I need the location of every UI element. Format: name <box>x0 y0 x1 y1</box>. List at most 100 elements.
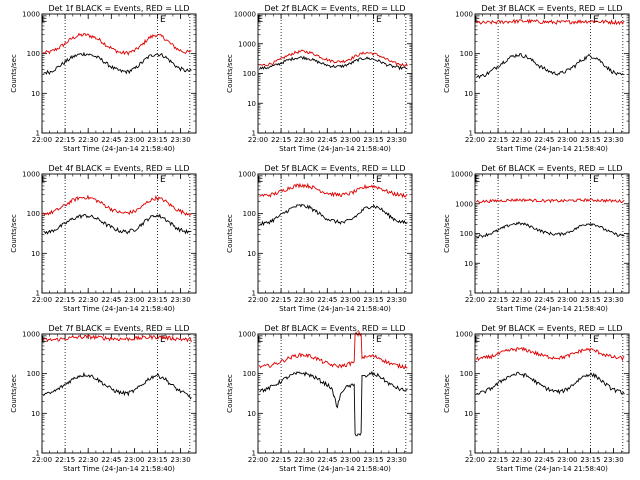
chart-panel: Det 9f BLACK = Events, RED = LLD Counts/s… <box>443 324 630 473</box>
event-marker-label: E <box>257 175 263 185</box>
plot-frame <box>41 333 197 454</box>
plot-frame <box>474 333 630 454</box>
series-line <box>476 221 625 239</box>
x-axis-label: Start Time (24-Jan-14 21:58:40) <box>279 305 391 313</box>
y-tick-label: 10 <box>464 410 473 418</box>
y-tick-label: 100 <box>243 210 256 218</box>
y-tick-label: 1000 <box>455 200 473 208</box>
x-tick-label: 22:30 <box>294 136 314 144</box>
x-tick-label: 23:00 <box>340 296 360 304</box>
plot-frame <box>257 173 413 294</box>
x-tick-label: 23:00 <box>124 456 144 464</box>
y-tick-label: 10 <box>31 410 40 418</box>
series-line <box>43 194 192 217</box>
y-tick-label: 1000 <box>22 11 40 19</box>
series-line <box>43 334 192 343</box>
x-tick-label: 22:15 <box>55 136 75 144</box>
x-tick-label: 22:15 <box>55 296 75 304</box>
y-tick-label: 100 <box>27 50 40 58</box>
event-marker-label: E <box>474 335 480 345</box>
y-tick-label: 10000 <box>451 171 473 179</box>
x-tick-label: 22:45 <box>534 296 554 304</box>
x-tick-label: 22:45 <box>101 136 121 144</box>
x-tick-label: 23:30 <box>387 456 407 464</box>
y-tick-label: 1000 <box>22 171 40 179</box>
y-tick-label: 1000 <box>455 331 473 339</box>
chart-title: Det 9f BLACK = Events, RED = LLD <box>481 324 622 333</box>
y-tick-label: 100 <box>27 210 40 218</box>
plot-frame <box>41 13 197 134</box>
series-line <box>43 32 192 56</box>
y-tick-label: 100 <box>243 70 256 78</box>
event-marker-label: E <box>41 175 47 185</box>
y-axis-label: Counts/sec <box>10 214 18 253</box>
y-tick-label: 1000 <box>238 171 256 179</box>
x-axis-label: Start Time (24-Jan-14 21:58:40) <box>279 465 391 473</box>
event-marker-label: E <box>376 175 382 185</box>
x-tick-label: 22:30 <box>511 136 531 144</box>
series-line <box>43 371 192 400</box>
x-tick-label: 22:15 <box>271 136 291 144</box>
series-line <box>259 370 408 437</box>
plot-frame <box>474 173 630 294</box>
x-tick-label: 22:30 <box>78 456 98 464</box>
event-marker-label: E <box>257 335 263 345</box>
chart-title: Det 4f BLACK = Events, RED = LLD <box>48 164 189 173</box>
chart-title: Det 3f BLACK = Events, RED = LLD <box>481 4 622 13</box>
chart-panel: Det 6f BLACK = Events, RED = LLD Counts/s… <box>443 164 630 313</box>
x-tick-label: 22:15 <box>488 296 508 304</box>
x-tick-label: 23:15 <box>580 136 600 144</box>
y-tick-label: 1000 <box>238 40 256 48</box>
chart-panel: Det 1f BLACK = Events, RED = LLD Counts/s… <box>10 4 197 153</box>
x-tick-label: 23:30 <box>604 296 624 304</box>
series-line <box>259 330 408 370</box>
y-tick-label: 10 <box>247 410 256 418</box>
x-tick-label: 23:15 <box>147 456 167 464</box>
x-tick-label: 23:00 <box>557 136 577 144</box>
chart-panel: Det 2f BLACK = Events, RED = LLD Counts/s… <box>226 4 413 153</box>
plot-frame <box>257 333 413 454</box>
y-axis-label: Counts/sec <box>443 214 451 253</box>
x-tick-label: 22:45 <box>534 456 554 464</box>
x-axis-label: Start Time (24-Jan-14 21:58:40) <box>496 305 608 313</box>
y-tick-label: 1 <box>252 130 256 138</box>
event-marker-label: E <box>160 335 166 345</box>
y-tick-label: 10 <box>31 90 40 98</box>
x-tick-label: 22:00 <box>465 136 485 144</box>
series-line <box>43 213 192 235</box>
plot-frame <box>257 13 413 134</box>
event-marker-label: E <box>474 175 480 185</box>
x-tick-label: 23:15 <box>363 456 383 464</box>
x-tick-label: 22:00 <box>32 136 52 144</box>
x-tick-label: 22:15 <box>271 296 291 304</box>
series-line <box>43 51 192 75</box>
event-marker-label: E <box>474 15 480 25</box>
x-tick-label: 22:45 <box>317 296 337 304</box>
x-tick-label: 23:00 <box>124 136 144 144</box>
x-tick-label: 23:00 <box>340 136 360 144</box>
x-tick-label: 22:15 <box>488 136 508 144</box>
series-line <box>476 18 625 26</box>
x-tick-label: 22:00 <box>32 296 52 304</box>
event-marker-label: E <box>376 335 382 345</box>
x-tick-label: 22:45 <box>101 296 121 304</box>
event-marker-label: E <box>160 15 166 25</box>
x-axis-label: Start Time (24-Jan-14 21:58:40) <box>496 145 608 153</box>
series-line <box>476 346 625 362</box>
x-tick-label: 22:15 <box>271 456 291 464</box>
plot-frame <box>474 13 630 134</box>
event-marker-label: E <box>593 335 599 345</box>
y-tick-label: 100 <box>460 50 473 58</box>
y-tick-label: 10000 <box>234 11 256 19</box>
chart-title: Det 6f BLACK = Events, RED = LLD <box>481 164 622 173</box>
chart-title: Det 8f BLACK = Events, RED = LLD <box>264 324 405 333</box>
x-axis-label: Start Time (24-Jan-14 21:58:40) <box>496 465 608 473</box>
x-tick-label: 22:15 <box>55 456 75 464</box>
y-tick-label: 10 <box>464 260 473 268</box>
series-line <box>259 203 408 227</box>
x-tick-label: 23:15 <box>580 456 600 464</box>
series-line <box>476 371 625 395</box>
y-axis-label: Counts/sec <box>226 54 234 93</box>
x-tick-label: 22:45 <box>317 456 337 464</box>
x-tick-label: 23:30 <box>387 296 407 304</box>
